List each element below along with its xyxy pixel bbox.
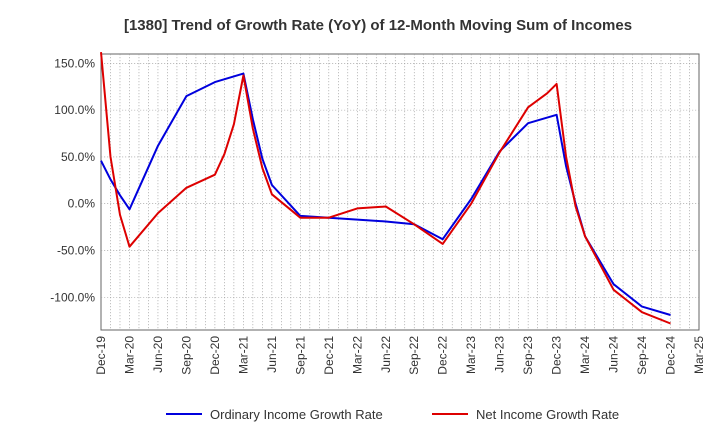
x-tick-label: Sep-21 bbox=[293, 336, 307, 375]
x-tick-label: Dec-20 bbox=[208, 336, 222, 375]
chart-title: [1380] Trend of Growth Rate (YoY) of 12-… bbox=[124, 17, 632, 34]
x-tick-label: Mar-22 bbox=[350, 336, 364, 374]
x-tick-label: Dec-24 bbox=[664, 336, 678, 375]
x-tick-label: Mar-21 bbox=[236, 336, 250, 374]
y-tick-label: 50.0% bbox=[61, 150, 95, 164]
x-tick-label: Jun-23 bbox=[493, 336, 507, 373]
x-tick-label: Sep-22 bbox=[407, 336, 421, 375]
grid-lines bbox=[101, 54, 699, 330]
x-tick-label: Sep-20 bbox=[179, 336, 193, 375]
x-tick-label: Sep-23 bbox=[521, 336, 535, 375]
legend-label-0: Ordinary Income Growth Rate bbox=[210, 407, 383, 422]
x-tick-label: Dec-23 bbox=[550, 336, 564, 375]
plot-area bbox=[100, 53, 700, 331]
x-tick-label: Jun-21 bbox=[265, 336, 279, 373]
x-tick-label: Dec-19 bbox=[94, 336, 108, 375]
y-tick-label: 0.0% bbox=[68, 197, 96, 211]
x-tick-label: Mar-20 bbox=[122, 336, 136, 374]
y-tick-label: 100.0% bbox=[54, 103, 95, 117]
series-line-1 bbox=[100, 52, 671, 325]
x-tick-label: Dec-22 bbox=[436, 336, 450, 375]
y-tick-label: -50.0% bbox=[57, 243, 95, 257]
series-lines bbox=[100, 52, 671, 325]
y-tick-label: -100.0% bbox=[50, 290, 95, 304]
x-tick-label: Dec-21 bbox=[322, 336, 336, 375]
legend-label-1: Net Income Growth Rate bbox=[476, 407, 619, 422]
axis-ticks: Dec-19 Mar-20 Jun-20 Sep-20 Dec-20 Mar-21 Jun-… bbox=[50, 56, 706, 374]
x-tick-label: Jun-20 bbox=[151, 336, 165, 373]
x-tick-label: Jun-24 bbox=[607, 336, 621, 373]
x-tick-label: Jun-22 bbox=[379, 336, 393, 373]
legend: Ordinary Income Growth Rate Net Income Gr… bbox=[166, 407, 619, 422]
x-tick-label: Mar-24 bbox=[578, 336, 592, 374]
y-tick-label: 150.0% bbox=[54, 56, 95, 70]
x-tick-label: Sep-24 bbox=[635, 336, 649, 375]
x-tick-label: Mar-25 bbox=[692, 336, 706, 374]
x-tick-label: Mar-23 bbox=[464, 336, 478, 374]
